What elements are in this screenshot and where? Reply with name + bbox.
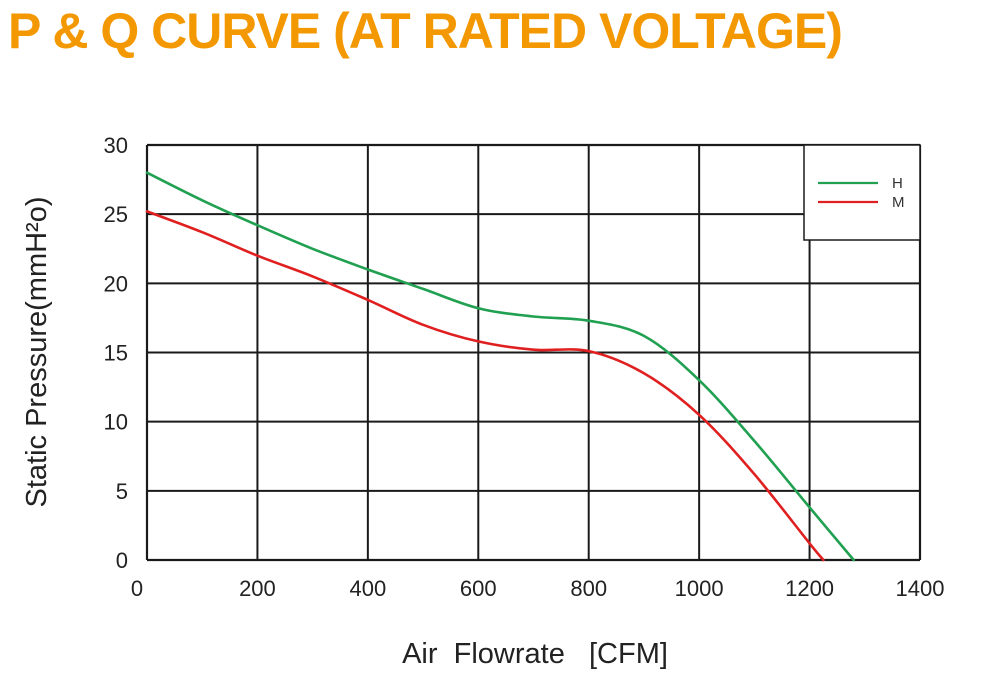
y-tick-label: 25 <box>104 202 128 227</box>
y-tick-label: 20 <box>104 271 128 296</box>
x-tick-label: 1000 <box>675 576 724 601</box>
x-axis-label: Air Flowrate [CFM] <box>402 638 668 670</box>
legend: HM <box>803 144 921 241</box>
x-tick-label: 800 <box>570 576 607 601</box>
series-lines <box>145 171 855 562</box>
x-tick-label: 1400 <box>896 576 945 601</box>
y-axis-label: Static Pressure(mmH²o) <box>21 197 53 508</box>
x-tick-label: 600 <box>460 576 497 601</box>
legend-label-m: M <box>892 194 905 211</box>
series-line-h <box>145 171 855 562</box>
y-tick-label: 15 <box>104 341 128 366</box>
y-tick-labels: 0 5 10 15 20 25 30 <box>104 133 128 573</box>
y-tick-label: 30 <box>104 133 128 158</box>
series-line-m <box>145 210 825 562</box>
x-tick-label: 400 <box>349 576 386 601</box>
legend-box <box>803 144 921 241</box>
x-tick-label: 200 <box>239 576 276 601</box>
chart-title: P & Q CURVE (AT RATED VOLTAGE) <box>8 3 843 59</box>
x-tick-label: 1200 <box>785 576 834 601</box>
y-tick-label: 10 <box>104 410 128 435</box>
x-tick-label: 0 <box>131 576 143 601</box>
y-tick-label: 5 <box>116 479 128 504</box>
legend-label-h: H <box>892 175 903 192</box>
x-tick-labels: 0 200 400 600 800 1000 1200 1400 <box>131 576 945 601</box>
y-tick-label: 0 <box>116 548 128 573</box>
